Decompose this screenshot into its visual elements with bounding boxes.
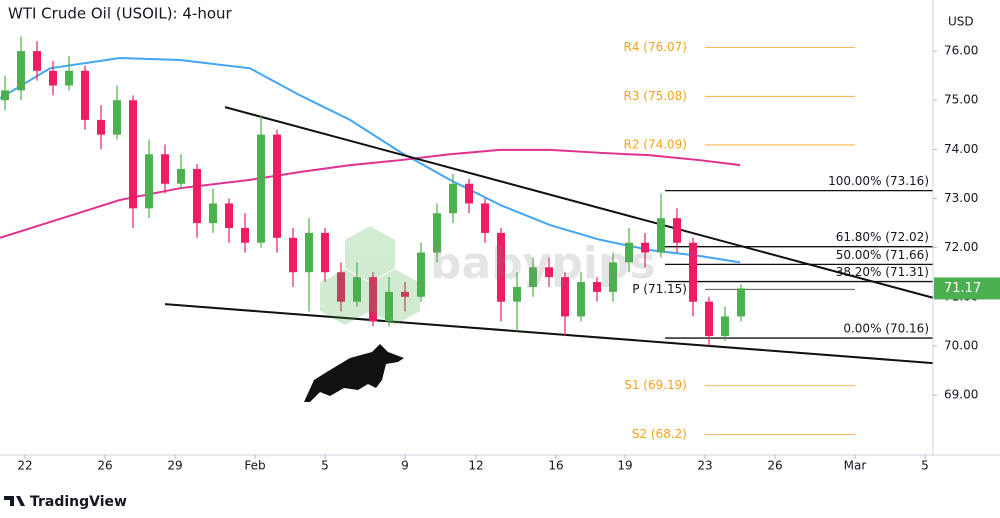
fib-label: 100.00% (73.16)	[828, 174, 929, 188]
candle-body	[33, 51, 41, 71]
brand: TradingView	[30, 494, 127, 510]
pivot-label: P (71.15)	[632, 282, 687, 296]
candle-body	[177, 169, 185, 184]
fib-label: 61.80% (72.02)	[836, 230, 929, 244]
candle-body	[49, 70, 57, 86]
candle-body	[1, 90, 9, 101]
moving-average	[0, 56, 741, 264]
candle-body	[209, 203, 217, 224]
x-tick-label: Feb	[244, 459, 265, 473]
candle-body	[321, 232, 329, 273]
candle-body	[337, 272, 345, 302]
watermark: babypips	[430, 238, 656, 289]
x-tick-label: 22	[17, 459, 32, 473]
candle-body	[417, 252, 425, 297]
trendline	[164, 303, 934, 365]
candle-body	[97, 119, 105, 135]
y-tick-label: 73.00	[944, 191, 978, 205]
candle-body	[353, 277, 361, 302]
x-tick-label: 5	[921, 459, 929, 473]
candle-body	[609, 262, 617, 292]
candle-body	[465, 183, 473, 204]
pivot-label: S2 (68.2)	[632, 427, 687, 441]
candle-body	[673, 218, 681, 243]
candle-body	[113, 100, 121, 135]
candle-body	[513, 286, 521, 302]
pivot-label: S1 (69.19)	[624, 378, 687, 392]
candle-body	[705, 301, 713, 337]
y-tick-label: 75.00	[944, 93, 978, 107]
candle-body	[529, 267, 537, 287]
moving-average	[0, 148, 741, 239]
x-tick-label: 5	[321, 459, 329, 473]
candle-body	[497, 232, 505, 302]
pivot-label: R3 (75.08)	[623, 89, 687, 103]
x-tick-label: 9	[401, 459, 409, 473]
candle-body	[257, 134, 265, 243]
x-tick-label: 26	[97, 459, 112, 473]
y-axis-label: USD	[948, 15, 974, 29]
candle-body	[241, 227, 249, 243]
plot-area: R4 (76.07) R3 (75.08) R2 (74.09) P (71.15) S…	[0, 36, 934, 441]
candle-body	[129, 100, 137, 209]
candle-body	[449, 183, 457, 214]
candle-body	[433, 213, 441, 253]
candle-body	[193, 169, 201, 224]
pivot-label: R2 (74.09)	[623, 137, 687, 151]
candle-body	[545, 267, 553, 278]
candle-body	[17, 51, 25, 91]
candle-body	[401, 291, 409, 297]
candle-body	[81, 70, 89, 120]
x-tick-label: 16	[548, 459, 563, 473]
brand-logo	[4, 496, 25, 506]
last-price: 71.17	[944, 281, 981, 296]
y-tick-label: 76.00	[944, 44, 978, 58]
fib-label: 50.00% (71.66)	[836, 248, 929, 262]
candle-body	[225, 203, 233, 228]
fib-label: 0.00% (70.16)	[843, 322, 929, 336]
y-tick-label: 72.00	[944, 240, 978, 254]
x-tick-label: 19	[617, 459, 632, 473]
candle-body	[289, 237, 297, 273]
trendline	[224, 106, 934, 299]
candle-body	[65, 70, 73, 86]
candle-body	[721, 316, 729, 337]
pivot-label: R4 (76.07)	[623, 40, 687, 54]
x-tick-label: Mar	[844, 459, 867, 473]
candle-body	[689, 242, 697, 302]
y-tick-label: 74.00	[944, 142, 978, 156]
x-tick-label: 12	[468, 459, 483, 473]
candle-body	[305, 232, 313, 273]
candle-body	[737, 288, 745, 317]
y-tick-label: 69.00	[944, 388, 978, 402]
last-price-badge	[934, 277, 1000, 300]
candle-body	[593, 282, 601, 292]
candle-body	[481, 203, 489, 233]
candle-body	[657, 218, 665, 253]
candle-body	[641, 242, 649, 253]
bull-icon	[304, 344, 404, 402]
fib-label: 38.20% (71.31)	[836, 265, 929, 279]
candle-body	[577, 282, 585, 317]
candle-body	[145, 154, 153, 209]
candle-body	[161, 154, 169, 184]
chart-title: WTI Crude Oil (USOIL): 4-hour	[8, 5, 233, 23]
candle-body	[369, 277, 377, 322]
candle-body	[385, 291, 393, 322]
x-tick-label: 29	[167, 459, 182, 473]
y-tick-label: 70.00	[944, 338, 978, 352]
candle-body	[561, 277, 569, 317]
candle-body	[625, 242, 633, 263]
candle-body	[273, 134, 281, 238]
x-tick-label: 26	[767, 459, 782, 473]
watermark-logo	[320, 226, 420, 325]
x-tick-label: 23	[697, 459, 712, 473]
